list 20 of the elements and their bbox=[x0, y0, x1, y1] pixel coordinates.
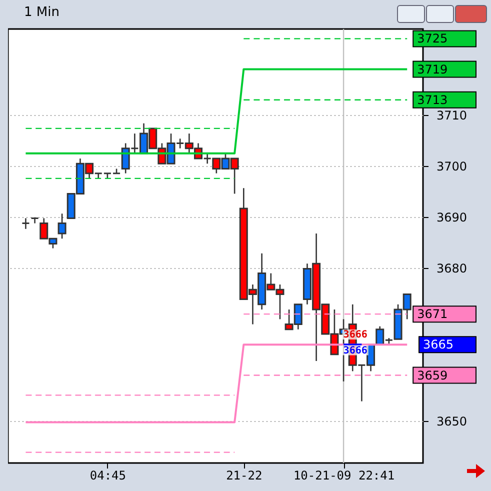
data-label: 3719 bbox=[417, 62, 448, 76]
annotation: 3666 bbox=[343, 345, 368, 356]
annotation: 3666 bbox=[343, 329, 368, 340]
y-tick-label: 3710 bbox=[436, 108, 468, 123]
x-tick-label: 04:45 bbox=[90, 468, 126, 482]
x-tick-label: 10-21-09 22:41 bbox=[293, 468, 395, 482]
y-tick-label: 3700 bbox=[436, 160, 468, 174]
data-label: 3659 bbox=[417, 368, 448, 382]
y-tick-label: 3680 bbox=[436, 262, 468, 276]
candlestick bbox=[58, 212, 66, 240]
candlestick bbox=[21, 218, 30, 230]
candlestick bbox=[30, 217, 40, 224]
data-label: 3725 bbox=[417, 32, 448, 46]
chart-title: 1 Min bbox=[24, 5, 60, 20]
y-tick-label: 3690 bbox=[436, 210, 468, 225]
data-label: 3671 bbox=[417, 307, 448, 322]
y-tick-label: 3650 bbox=[436, 414, 468, 429]
data-label: 3713 bbox=[417, 92, 448, 107]
annotation: 3665 bbox=[423, 338, 454, 352]
x-tick-label: 21-22 bbox=[226, 468, 262, 482]
